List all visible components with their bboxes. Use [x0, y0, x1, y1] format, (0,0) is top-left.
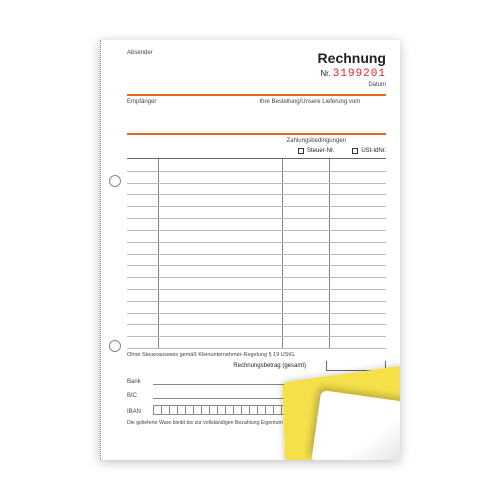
row-line [127, 277, 386, 278]
bic-label: BIC [127, 393, 153, 399]
row-line [127, 183, 386, 184]
steuer-label: Steuer-Nr. [307, 148, 334, 154]
iban-cell [249, 405, 257, 415]
total-row: Rechnungsbetrag (gesamt) [127, 361, 386, 371]
row-line [127, 171, 386, 172]
total-label: Rechnungsbetrag (gesamt) [233, 363, 306, 369]
iban-cell [169, 405, 177, 415]
row-line [127, 206, 386, 207]
divider-2 [127, 133, 386, 135]
payment-terms-label: Zahlungsbedingungen [127, 138, 386, 144]
steuer-nr-check[interactable]: Steuer-Nr. [298, 148, 334, 154]
iban-cell [217, 405, 225, 415]
iban-cell [209, 405, 217, 415]
iban-cell [161, 405, 169, 415]
nr-prefix: Nr. [320, 69, 330, 78]
invoice-number-row: Nr. 3199201 [318, 68, 386, 80]
iban-cell [185, 405, 193, 415]
punch-hole-bottom [109, 340, 121, 352]
document-title: Rechnung [318, 50, 386, 66]
invoice-number: 3199201 [333, 68, 386, 80]
ustid-label: USt-IdNr. [361, 148, 386, 154]
row-line [127, 254, 386, 255]
iban-cell [233, 405, 241, 415]
tax-checkboxes: Steuer-Nr. USt-IdNr. [127, 148, 386, 154]
row-line [127, 230, 386, 231]
order-delivery-label: Ihre Bestellung/Unsere Lieferung vom [254, 99, 387, 105]
row-line [127, 242, 386, 243]
checkbox-icon [298, 148, 304, 154]
iban-cell [241, 405, 249, 415]
iban-cell [265, 405, 273, 415]
recipient-label: Empfänger [127, 99, 254, 105]
sender-label: Absender [127, 50, 153, 56]
iban-cell [201, 405, 209, 415]
recipient-row: Empfänger Ihre Bestellung/Unsere Lieferu… [127, 99, 386, 105]
checkbox-icon [352, 148, 358, 154]
date-label: Datum [318, 82, 386, 88]
row-line [127, 324, 386, 325]
row-line [127, 348, 386, 349]
row-line [127, 301, 386, 302]
iban-cell [225, 405, 233, 415]
iban-cell [153, 405, 161, 415]
tax-exemption-note: Ohne Steuerausweis gemäß Kleinunternehme… [127, 352, 386, 358]
line-items-table [127, 158, 386, 348]
iban-cell [177, 405, 185, 415]
row-line [127, 265, 386, 266]
ustid-check[interactable]: USt-IdNr. [352, 148, 386, 154]
bank-label: Bank [127, 379, 153, 385]
row-line [127, 289, 386, 290]
page-curl [312, 390, 400, 460]
row-line [127, 336, 386, 337]
iban-cell [193, 405, 201, 415]
invoice-form: Absender Rechnung Nr. 3199201 Datum Empf… [100, 40, 400, 460]
header: Absender Rechnung Nr. 3199201 Datum [127, 50, 386, 88]
divider-1 [127, 94, 386, 96]
iban-cell [257, 405, 265, 415]
iban-cell [273, 405, 281, 415]
row-line [127, 194, 386, 195]
iban-label: IBAN [127, 409, 153, 415]
row-line [127, 313, 386, 314]
row-line [127, 218, 386, 219]
punch-hole-top [109, 175, 121, 187]
